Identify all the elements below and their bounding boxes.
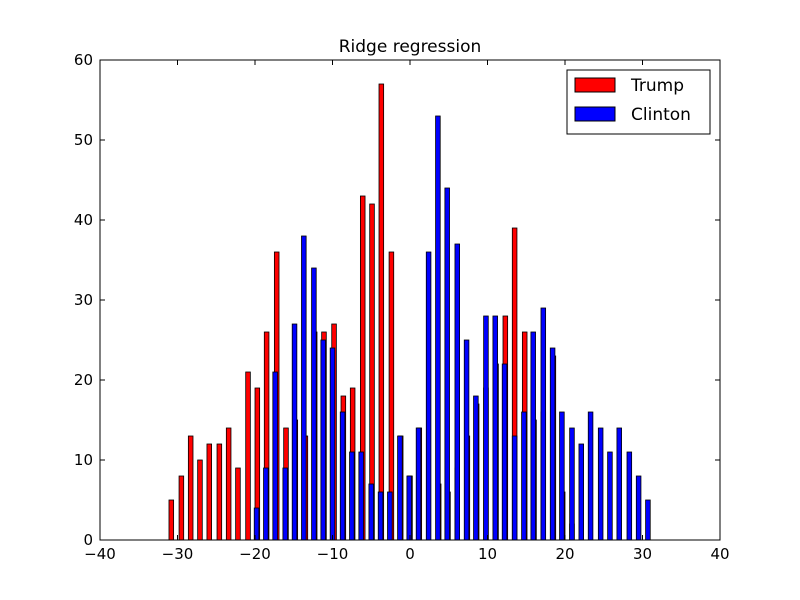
- bar-clinton: [597, 427, 604, 541]
- x-tick-label: 30: [633, 545, 652, 563]
- x-tick-label: −40: [84, 545, 116, 563]
- bar-trump: [235, 467, 241, 541]
- bar-clinton: [291, 323, 298, 541]
- bar-clinton: [501, 363, 508, 541]
- bar-clinton: [444, 187, 450, 541]
- bar-clinton: [492, 315, 498, 541]
- bar-trump: [245, 371, 251, 541]
- bar-clinton: [282, 467, 288, 541]
- y-tick-label: 30: [74, 291, 93, 309]
- bar-clinton: [377, 491, 384, 541]
- bar-clinton: [645, 499, 651, 541]
- bar-trump: [178, 475, 185, 541]
- bar-clinton: [415, 427, 422, 541]
- bar-clinton: [483, 315, 489, 541]
- legend: Trump Clinton: [566, 69, 711, 135]
- bar-clinton: [616, 427, 622, 541]
- bar-clinton: [349, 451, 355, 541]
- bar-clinton: [540, 307, 547, 541]
- chart-title: Ridge regression: [339, 37, 482, 57]
- bar-clinton: [578, 443, 585, 541]
- bar-clinton: [425, 251, 432, 541]
- legend-swatch-trump: [574, 77, 616, 93]
- bar-clinton: [358, 451, 364, 541]
- bar-clinton: [397, 435, 403, 541]
- bar-clinton: [329, 347, 336, 541]
- bar-clinton: [263, 467, 269, 541]
- legend-label-clinton: Clinton: [631, 105, 691, 125]
- bar-clinton: [569, 427, 575, 541]
- x-tick-label: 0: [405, 545, 415, 563]
- y-tick-label: 10: [74, 451, 93, 469]
- x-tick-label: −20: [239, 545, 271, 563]
- bar-clinton: [339, 411, 346, 541]
- bar-clinton: [607, 451, 613, 541]
- bar-clinton: [387, 491, 393, 541]
- bar-clinton: [473, 395, 479, 541]
- x-tick-label: 40: [710, 545, 729, 563]
- bar-clinton: [454, 243, 461, 541]
- y-tick-label: 40: [74, 211, 93, 229]
- y-tick-label: 20: [74, 371, 93, 389]
- bar-trump: [187, 435, 194, 541]
- bar-clinton: [301, 235, 307, 541]
- bar-trump: [206, 443, 212, 541]
- bar-trump: [225, 427, 232, 541]
- y-tick-label: 50: [74, 131, 93, 149]
- bar-clinton: [511, 435, 518, 541]
- bar-clinton: [587, 411, 594, 541]
- bar-clinton: [635, 475, 642, 541]
- bar-trump: [168, 499, 175, 541]
- bar-clinton: [626, 451, 633, 541]
- bar-clinton: [530, 331, 536, 541]
- x-tick-label: 10: [478, 545, 497, 563]
- bar-trump: [197, 459, 203, 541]
- bar-clinton: [435, 115, 441, 541]
- legend-swatch-clinton: [574, 106, 616, 122]
- x-tick-label: 20: [555, 545, 574, 563]
- bar-clinton: [368, 483, 374, 541]
- y-tick-label: 0: [83, 531, 93, 549]
- bar-trump: [216, 443, 223, 541]
- bar-clinton: [320, 339, 326, 541]
- bar-clinton: [559, 411, 565, 541]
- bar-clinton: [406, 475, 412, 541]
- ticks-layer: −40 −30 −20 −10 0 10 20 30 40 0 10 20 30 40 50 60: [74, 51, 730, 563]
- x-tick-label: −30: [162, 545, 194, 563]
- bar-trump: [378, 83, 385, 541]
- legend-label-trump: Trump: [630, 76, 684, 96]
- y-tick-label: 60: [74, 51, 93, 69]
- bar-clinton: [549, 347, 556, 541]
- x-tick-label: −10: [317, 545, 349, 563]
- bar-clinton: [272, 371, 278, 541]
- bar-clinton: [463, 339, 470, 541]
- bar-clinton: [521, 411, 527, 541]
- bar-clinton: [311, 267, 317, 541]
